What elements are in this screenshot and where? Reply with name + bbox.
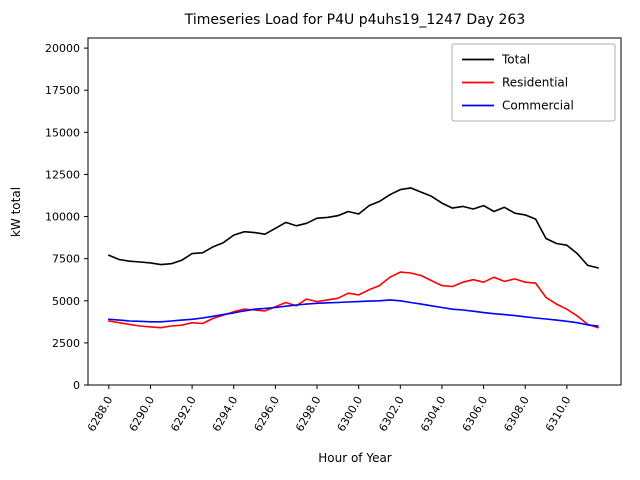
x-tick-label: 6296.0	[251, 394, 282, 434]
x-axis-label: Hour of Year	[318, 451, 392, 465]
y-axis-label: kW total	[9, 187, 23, 237]
x-tick-label: 6308.0	[501, 394, 532, 434]
legend: Total Residential Commercial	[451, 43, 616, 122]
x-tick-label: 6298.0	[293, 394, 324, 434]
y-tick-label: 0	[73, 379, 80, 392]
chart-title: Timeseries Load for P4U p4uhs19_1247 Day…	[184, 12, 526, 28]
y-tick-label: 7500	[52, 253, 80, 266]
legend-label-commercial: Commercial	[502, 99, 574, 113]
y-tick-label: 17500	[45, 84, 80, 97]
legend-label-residential: Residential	[502, 76, 568, 90]
x-tick-label: 6292.0	[168, 394, 199, 434]
x-tick-label: 6302.0	[376, 394, 407, 434]
x-tick-label: 6310.0	[543, 394, 574, 434]
x-tick-label: 6304.0	[418, 394, 449, 434]
x-tick-label: 6300.0	[335, 394, 366, 434]
x-tick-label: 6306.0	[460, 394, 491, 434]
series-line-residential	[108, 271, 599, 329]
legend-label-total: Total	[501, 53, 530, 67]
series-line-total	[108, 187, 599, 269]
y-tick-label: 15000	[45, 126, 80, 139]
y-tick-label: 20000	[45, 42, 80, 55]
x-tick-label: 6288.0	[85, 394, 116, 434]
y-tick-label: 10000	[45, 211, 80, 224]
y-tick-label: 2500	[52, 337, 80, 350]
y-tick-label: 5000	[52, 295, 80, 308]
x-tick-label: 6294.0	[210, 394, 241, 434]
x-tick-label: 6290.0	[127, 394, 158, 434]
legend-box	[451, 43, 616, 122]
series-line-commercial	[108, 299, 599, 327]
y-tick-label: 12500	[45, 168, 80, 181]
plot-area: 0 2500 5000 7500 10000 12500 15000 17500 20000 62…	[45, 37, 622, 434]
axes-spines	[87, 37, 622, 386]
